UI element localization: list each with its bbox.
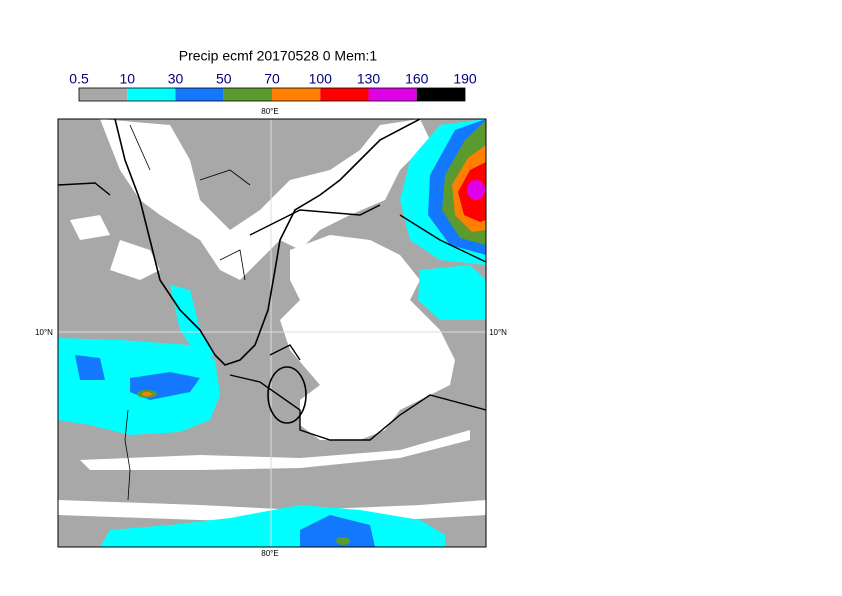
colorbar-swatch <box>272 88 321 101</box>
colorbar-swatch <box>79 88 128 101</box>
map-title: Precip ecmf 20170528 0 Mem:1 <box>179 48 378 64</box>
colorbar-frame <box>78 87 466 102</box>
colorbar-swatch <box>368 88 417 101</box>
precip-field <box>58 119 486 547</box>
colorbar-swatch <box>416 88 465 101</box>
colorbar-label: 10 <box>119 71 135 87</box>
lon-label-top: 80°E <box>261 107 278 116</box>
colorbar-swatch <box>223 88 272 101</box>
colorbar-label: 160 <box>405 71 429 87</box>
colorbar-label: 130 <box>357 71 381 87</box>
colorbar-label: 50 <box>216 71 232 87</box>
colorbar-label: 100 <box>309 71 333 87</box>
colorbar-swatch <box>320 88 369 101</box>
lon-label-bottom: 80°E <box>261 549 278 558</box>
colorbar-label: 190 <box>453 71 477 87</box>
map-frame <box>57 118 487 548</box>
lat-label-left: 10°N <box>35 328 53 337</box>
colorbar-swatch <box>127 88 176 101</box>
colorbar-label: 0.5 <box>69 71 89 87</box>
colorbar-swatch <box>175 88 224 101</box>
lat-label-right: 10°N <box>489 328 507 337</box>
colorbar-label: 70 <box>264 71 280 87</box>
colorbar: 0.5 10 30 50 70 100 130 160 190 <box>69 71 477 102</box>
colorbar-label: 30 <box>168 71 184 87</box>
